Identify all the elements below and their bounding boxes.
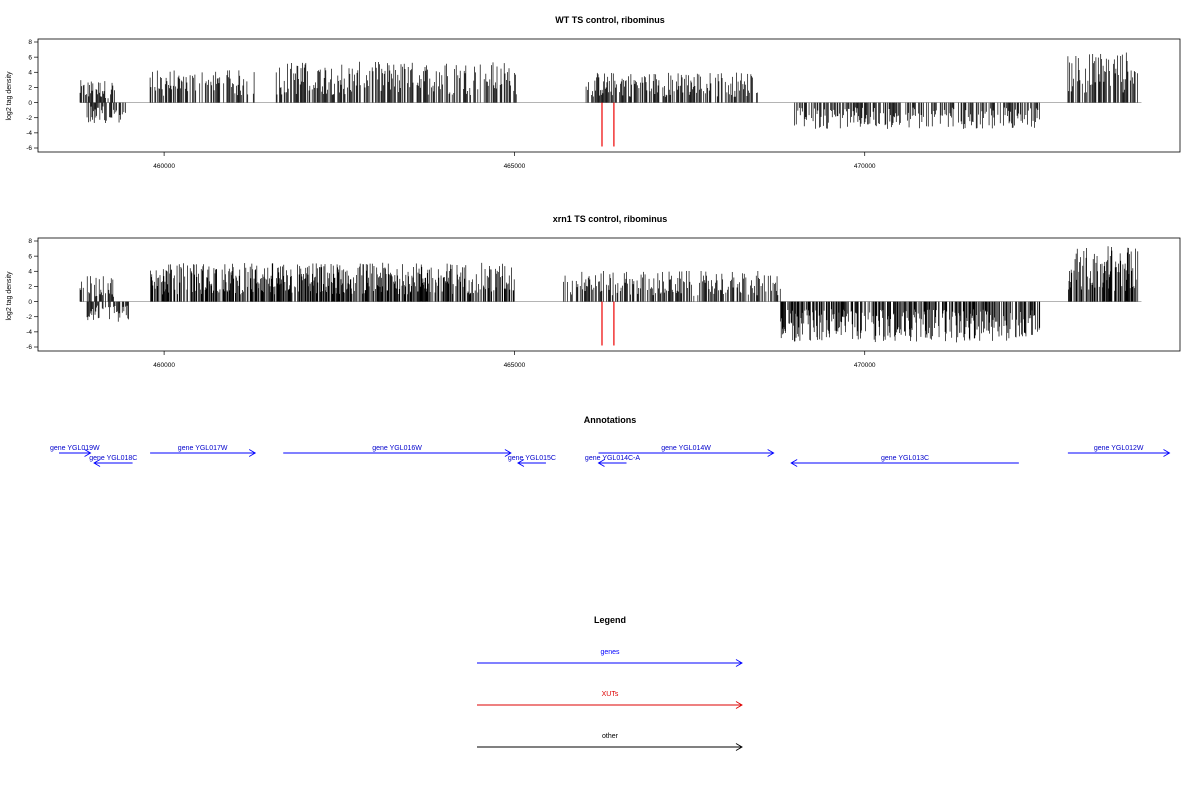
wt-y-tick-label: 4	[28, 69, 32, 76]
wt-y-tick-label: 6	[28, 54, 32, 61]
gene-annotation: gene YGL014C-A	[585, 455, 640, 467]
legend-item-other: other	[477, 733, 743, 751]
legend-arrowhead	[735, 659, 743, 667]
xrn1-y-tick-label: -4	[26, 329, 32, 336]
xrn1-y-tick-label: 2	[28, 284, 32, 291]
xrn1-y-tick-label: -2	[26, 314, 32, 321]
legend-arrowhead	[735, 743, 743, 751]
xrn1-x-tick-label: 470000	[854, 362, 876, 369]
gene-arrowhead	[790, 459, 798, 467]
gene-arrowhead	[597, 459, 605, 467]
wt-y-tick-label: -2	[26, 115, 32, 122]
xrn1-panel: xrn1 TS control, ribominus log2 tag dens…	[6, 214, 1181, 369]
gene-label: gene YGL013C	[881, 455, 929, 462]
gene-arrowhead	[504, 449, 512, 457]
gene-label: gene YGL017W	[178, 445, 228, 452]
xrn1-x-tick-label: 460000	[153, 362, 175, 369]
wt-y-tick-label: 8	[28, 39, 32, 46]
gene-label: gene YGL019W	[50, 445, 100, 452]
wt-signal-bars	[79, 52, 1142, 129]
xrn1-signal-bars	[79, 246, 1142, 343]
annotations-panel: Annotations gene YGL019W gene YGL018C gene…	[50, 415, 1171, 467]
gene-annotation: gene YGL014W	[598, 445, 775, 457]
legend-label: XUTs	[602, 691, 619, 698]
gene-annotation: gene YGL012W	[1067, 445, 1171, 457]
gene-label: gene YGL015C	[508, 455, 556, 462]
gene-annotation: gene YGL019W	[50, 445, 100, 457]
wt-y-tick-label: -6	[26, 145, 32, 152]
gene-annotation: gene YGL016W	[283, 445, 512, 457]
xrn1-x-tick-label: 465000	[504, 362, 526, 369]
gene-annotation: gene YGL015C	[508, 455, 556, 467]
legend-item-xuts: XUTs	[477, 691, 743, 709]
wt-y-tick-label: -4	[26, 130, 32, 137]
gene-label: gene YGL018C	[89, 455, 137, 462]
legend-item-genes: genes	[477, 649, 743, 667]
wt-x-tick-label: 470000	[854, 163, 876, 170]
gene-label: gene YGL014C-A	[585, 455, 640, 462]
wt-y-tick-label: 0	[28, 100, 32, 107]
xrn1-y-tick-label: 0	[28, 299, 32, 306]
wt-y-axis-label: log2 tag density	[6, 71, 13, 121]
legend-arrowhead	[735, 701, 743, 709]
wt-plot-frame	[37, 38, 1181, 153]
gene-arrowhead	[248, 449, 257, 457]
xrn1-y-axis-label: log2 tag density	[6, 271, 13, 321]
wt-x-tick-label: 460000	[153, 163, 175, 170]
wt-x-tick-label: 465000	[504, 163, 526, 170]
wt-panel-title: WT TS control, ribominus	[555, 15, 665, 25]
gene-arrowhead	[84, 449, 92, 457]
wt-y-tick-label: 2	[28, 85, 32, 92]
gene-label: gene YGL012W	[1094, 445, 1144, 452]
gene-annotation: gene YGL017W	[150, 445, 257, 457]
legend-label: genes	[600, 649, 620, 656]
gene-arrowhead	[93, 459, 101, 467]
xrn1-y-tick-label: 8	[28, 238, 32, 245]
gene-annotation: gene YGL013C	[790, 455, 1019, 467]
wt-panel: WT TS control, ribominus log2 tag densit…	[6, 15, 1181, 170]
legend: Legend genes XUTs other	[477, 615, 743, 751]
gene-annotation: gene YGL018C	[89, 455, 137, 467]
gene-label: gene YGL014W	[661, 445, 711, 452]
xrn1-y-tick-label: 4	[28, 268, 32, 275]
legend-title: Legend	[594, 615, 626, 625]
gene-arrowhead	[767, 449, 775, 457]
xrn1-panel-title: xrn1 TS control, ribominus	[553, 214, 668, 224]
annotations-title: Annotations	[584, 415, 637, 425]
gene-label: gene YGL016W	[372, 445, 422, 452]
xrn1-plot-frame	[37, 237, 1181, 352]
xrn1-y-tick-label: -6	[26, 344, 32, 351]
legend-label: other	[602, 733, 619, 740]
gene-arrowhead	[1163, 449, 1171, 457]
gene-arrowhead	[517, 459, 525, 467]
xrn1-y-tick-label: 6	[28, 253, 32, 260]
